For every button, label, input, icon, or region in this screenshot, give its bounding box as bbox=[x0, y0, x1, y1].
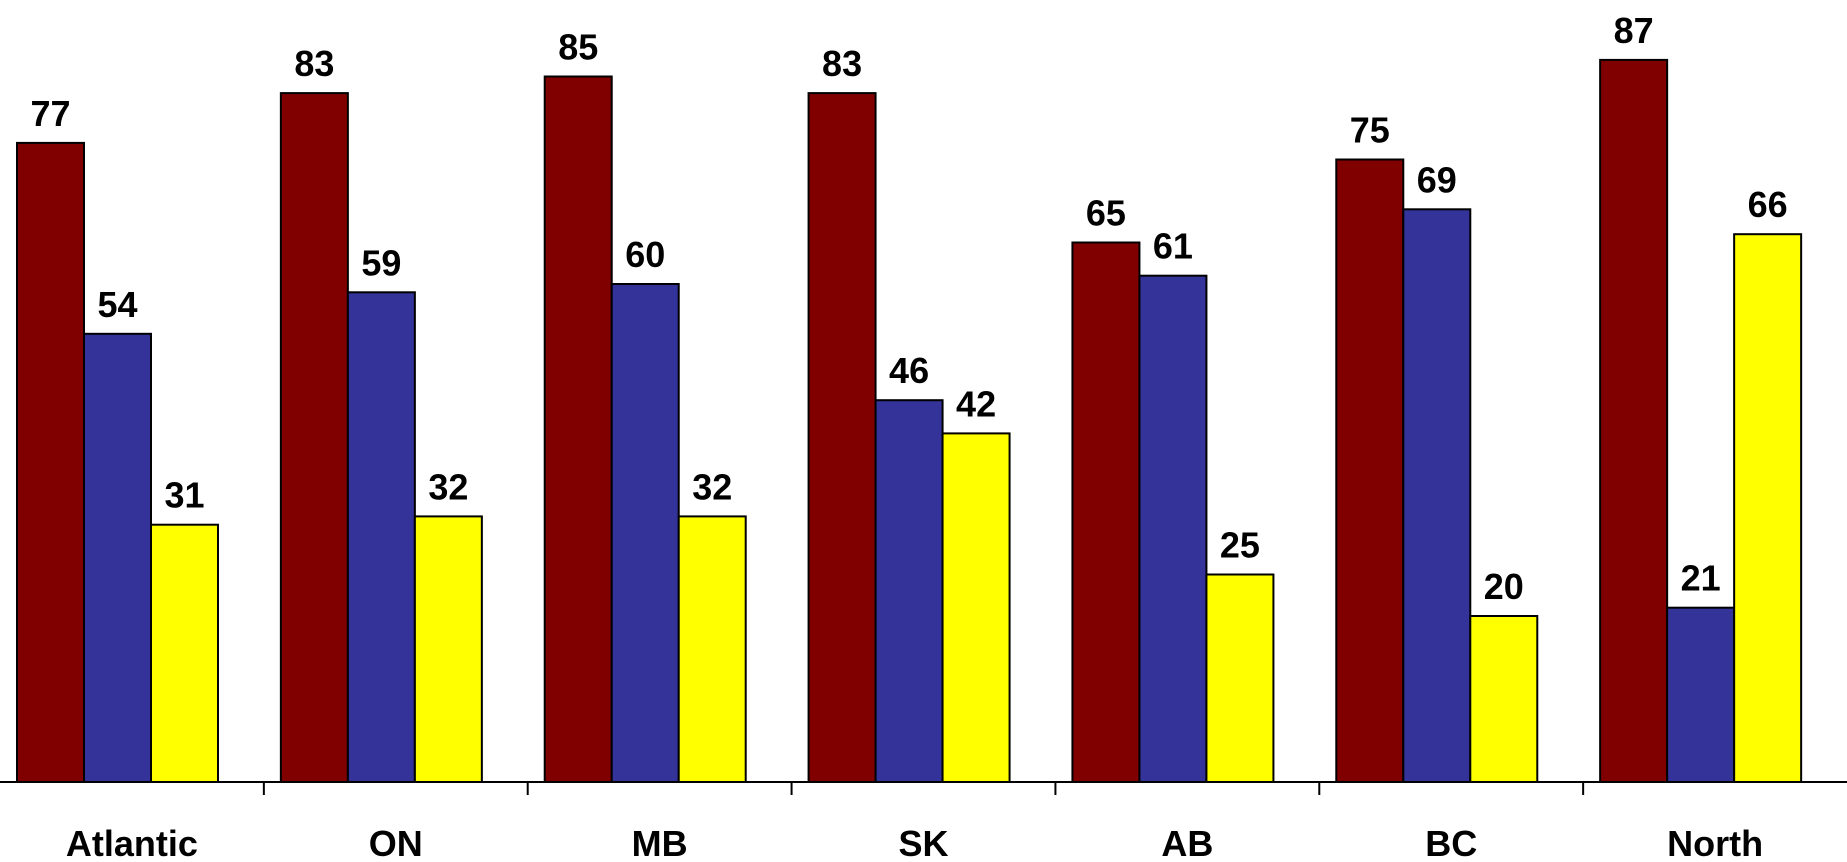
value-label-atlantic-series-1: 77 bbox=[30, 93, 70, 134]
bar-atlantic-series-3 bbox=[150, 523, 219, 783]
value-label-ab-series-3: 25 bbox=[1220, 525, 1260, 566]
value-label-on-series-2: 59 bbox=[361, 242, 401, 283]
value-label-on-series-3: 32 bbox=[428, 466, 468, 507]
category-label-atlantic: Atlantic bbox=[66, 823, 198, 862]
bar-sk-series-3 bbox=[941, 432, 1011, 783]
bar-ab-series-2 bbox=[1138, 274, 1208, 783]
value-label-mb-series-3: 32 bbox=[692, 466, 732, 507]
value-label-ab-series-2: 61 bbox=[1153, 226, 1193, 267]
value-label-mb-series-2: 60 bbox=[625, 234, 665, 275]
value-label-bc-series-2: 69 bbox=[1417, 159, 1457, 200]
value-label-sk-series-1: 83 bbox=[822, 43, 862, 84]
category-label-sk: SK bbox=[898, 823, 948, 862]
value-label-on-series-1: 83 bbox=[294, 43, 334, 84]
bar-ab-series-1 bbox=[1071, 241, 1141, 783]
bar-north-series-2 bbox=[1666, 606, 1736, 784]
bar-bc-series-2 bbox=[1402, 208, 1472, 784]
value-label-sk-series-2: 46 bbox=[889, 350, 929, 391]
value-label-north-series-3: 66 bbox=[1748, 184, 1788, 225]
value-label-mb-series-1: 85 bbox=[558, 27, 598, 68]
value-label-bc-series-3: 20 bbox=[1484, 566, 1524, 607]
value-label-atlantic-series-2: 54 bbox=[97, 284, 137, 325]
bar-bc-series-1 bbox=[1335, 158, 1405, 783]
category-label-north: North bbox=[1667, 823, 1763, 862]
category-labels-layer: Atlantic ON MB SK AB BC North bbox=[66, 823, 1763, 862]
x-axis-ticks bbox=[262, 782, 1585, 795]
category-label-ab: AB bbox=[1161, 823, 1213, 862]
value-label-bc-series-1: 75 bbox=[1350, 110, 1390, 151]
bar-on-series-3 bbox=[413, 515, 483, 784]
value-label-north-series-2: 21 bbox=[1681, 558, 1721, 599]
category-label-on: ON bbox=[369, 823, 423, 862]
bar-on-series-1 bbox=[279, 92, 349, 784]
value-labels-layer: 77 54 31 83 59 32 85 60 32 83 46 42 65 61 25 75 69 20 87 21… bbox=[30, 10, 1787, 607]
category-label-bc: BC bbox=[1425, 823, 1477, 862]
bar-sk-series-1 bbox=[807, 92, 877, 784]
bar-north-series-3 bbox=[1733, 233, 1803, 783]
bar-atlantic-series-2 bbox=[83, 332, 152, 783]
value-label-sk-series-3: 42 bbox=[956, 383, 996, 424]
bar-bc-series-3 bbox=[1469, 615, 1539, 783]
bar-north-series-1 bbox=[1599, 58, 1669, 783]
bar-mb-series-1 bbox=[543, 75, 613, 783]
bar-on-series-2 bbox=[346, 291, 416, 783]
bar-mb-series-2 bbox=[610, 283, 680, 783]
bar-mb-series-3 bbox=[677, 515, 747, 784]
bar-atlantic-series-1 bbox=[16, 141, 85, 783]
bar-sk-series-2 bbox=[874, 399, 944, 783]
value-label-north-series-1: 87 bbox=[1614, 10, 1654, 51]
value-label-atlantic-series-3: 31 bbox=[164, 475, 204, 516]
bars-layer bbox=[16, 58, 1803, 784]
value-label-ab-series-1: 65 bbox=[1086, 193, 1126, 234]
category-label-mb: MB bbox=[632, 823, 688, 862]
bar-ab-series-3 bbox=[1205, 573, 1275, 783]
